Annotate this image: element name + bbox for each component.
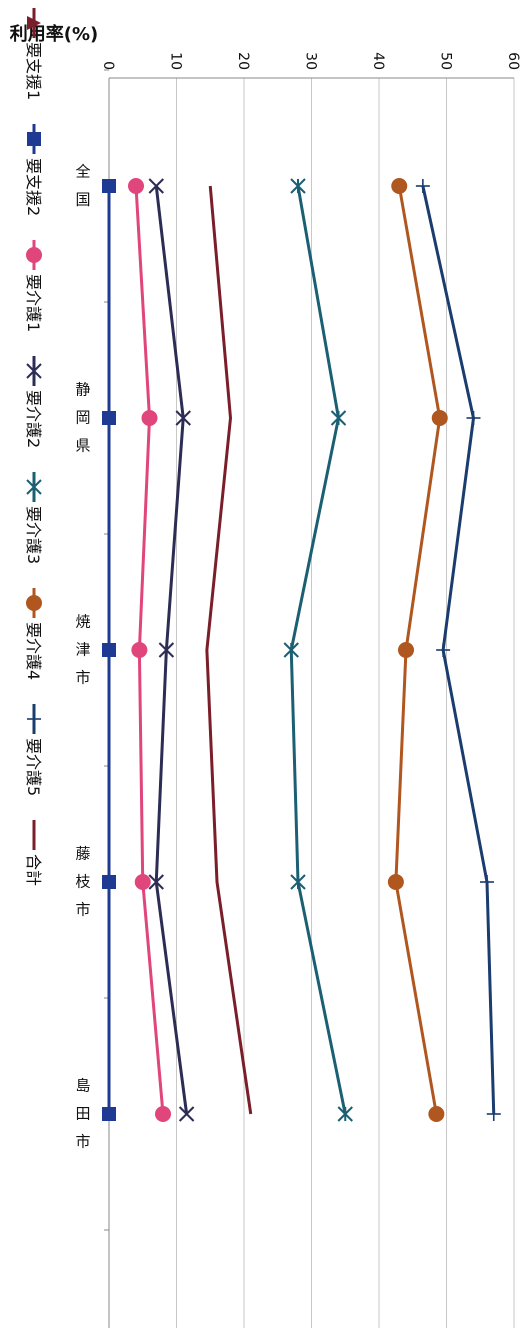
x-category-label: 枝 <box>75 873 90 891</box>
data-point <box>26 595 42 611</box>
series-要介護5 <box>415 179 501 1121</box>
data-point <box>128 178 144 194</box>
data-point <box>391 178 408 194</box>
marker-stroke <box>178 1106 195 1122</box>
data-point <box>428 1106 445 1122</box>
legend-label: 要介護2 <box>24 390 43 448</box>
y-tick-label: 40 <box>370 52 386 70</box>
x-category-label: 全 <box>75 163 90 181</box>
data-point <box>26 479 42 495</box>
x-category-label: 国 <box>75 191 90 209</box>
legend-item: 要介護3 <box>24 472 43 564</box>
x-category-label: 岡 <box>75 409 90 427</box>
data-point <box>141 410 158 426</box>
y-tick-label: 60 <box>505 52 521 70</box>
legend-item: 要介護4 <box>24 588 43 680</box>
data-point <box>102 643 116 657</box>
series-要介護2 <box>148 178 195 1122</box>
data-point <box>431 410 448 426</box>
data-point <box>466 411 481 425</box>
marker-stroke <box>148 874 164 890</box>
y-tick-label: 20 <box>235 52 251 70</box>
series-要介護3 <box>283 178 353 1122</box>
data-point <box>27 16 41 30</box>
x-category-label: 島 <box>75 1077 90 1095</box>
x-category-label: 市 <box>75 901 90 919</box>
data-point <box>175 410 191 426</box>
data-point <box>148 178 164 194</box>
series-要介護4 <box>387 178 448 1122</box>
x-category-label: 市 <box>75 1133 90 1151</box>
x-category-label: 田 <box>75 1105 90 1123</box>
y-axis-title: 利用率(%) <box>10 23 99 45</box>
data-point <box>102 875 116 889</box>
data-point <box>290 178 306 194</box>
series-合計 <box>205 185 253 1115</box>
legend-label: 要介護4 <box>24 622 43 680</box>
data-point <box>26 363 42 379</box>
y-tick-label: 0 <box>100 61 116 70</box>
legend-label: 合計 <box>24 854 43 886</box>
legend-label: 要介護5 <box>24 738 43 796</box>
data-point <box>148 874 164 890</box>
legend-item: 要支援2 <box>24 124 43 216</box>
data-point <box>415 179 430 193</box>
data-point <box>387 874 404 890</box>
data-point <box>102 179 116 193</box>
data-point <box>330 410 347 426</box>
legend-item: 要介護2 <box>24 356 43 448</box>
series-要支援2 <box>102 179 116 1121</box>
legend-label: 要介護1 <box>24 274 43 332</box>
legend-item: 要支援1 <box>24 8 43 100</box>
data-point <box>178 1106 195 1122</box>
x-category-label: 藤 <box>75 845 90 863</box>
data-point <box>131 642 148 658</box>
legend-label: 要支援2 <box>24 158 43 216</box>
marker-stroke <box>175 410 191 426</box>
data-point <box>27 712 41 726</box>
data-point <box>480 875 494 889</box>
x-category-label: 県 <box>75 437 90 455</box>
y-tick-label: 50 <box>438 52 454 70</box>
marker-stroke <box>158 642 175 658</box>
x-category-label: 静 <box>75 381 90 399</box>
data-point <box>26 247 42 263</box>
data-point <box>337 1106 353 1122</box>
data-point <box>290 874 306 890</box>
y-tick-label: 30 <box>303 52 319 70</box>
x-category-label: 市 <box>75 669 90 687</box>
marker-stroke <box>26 363 42 379</box>
data-point <box>102 411 116 425</box>
legend-item: 合計 <box>24 820 43 886</box>
data-point <box>102 1107 116 1121</box>
legend-item: 要介護5 <box>24 704 43 796</box>
legend-label: 要介護3 <box>24 506 43 564</box>
x-category-label: 焼 <box>75 613 90 631</box>
legend-label: 要支援1 <box>24 42 43 100</box>
data-point <box>486 1107 501 1121</box>
data-point <box>158 642 175 658</box>
data-point <box>283 642 299 658</box>
data-point <box>134 874 151 890</box>
series-line <box>205 185 253 1115</box>
data-point <box>27 132 41 146</box>
series-要介護1 <box>128 178 171 1122</box>
data-point <box>436 643 451 657</box>
legend-item: 要介護1 <box>24 240 43 332</box>
data-point <box>398 642 414 658</box>
x-category-label: 津 <box>75 641 90 659</box>
marker-stroke <box>148 178 164 194</box>
data-point <box>155 1106 171 1122</box>
y-tick-label: 10 <box>168 52 184 70</box>
